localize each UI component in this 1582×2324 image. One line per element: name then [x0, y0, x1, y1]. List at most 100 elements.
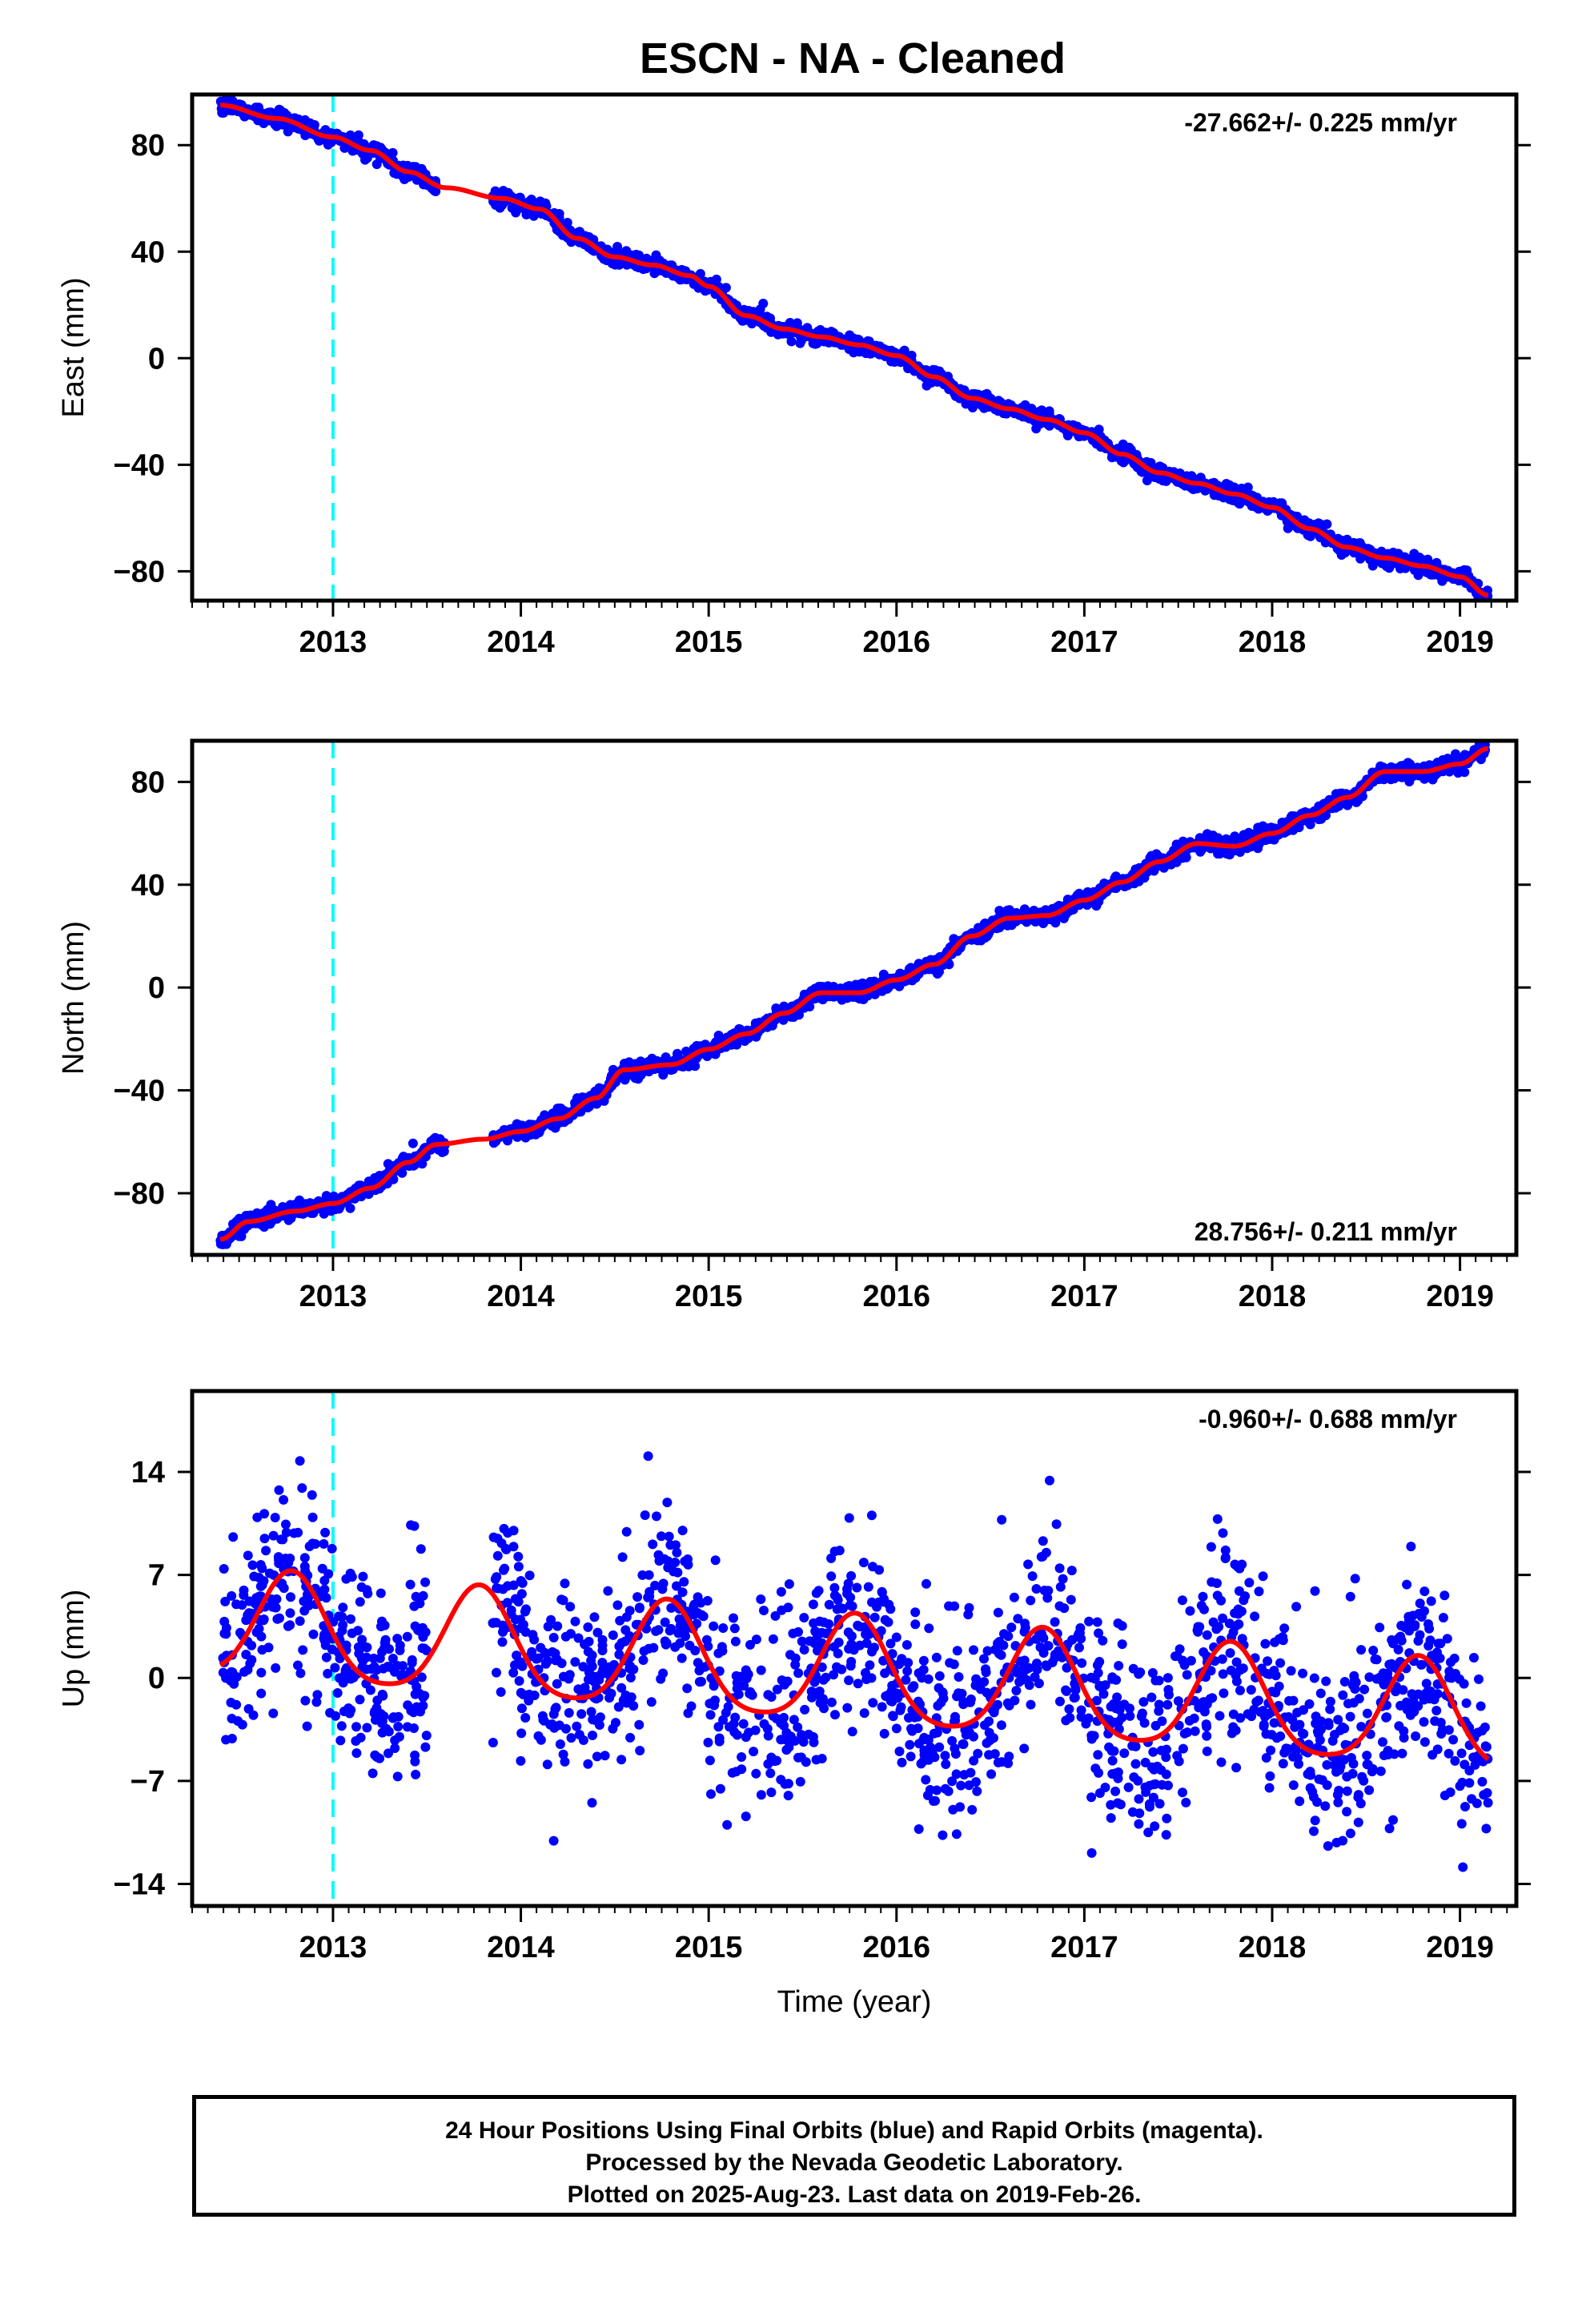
east-y-axis-label: East (mm) — [57, 277, 90, 417]
data-point — [964, 1780, 974, 1791]
data-point — [1050, 918, 1061, 928]
data-point — [1218, 1613, 1228, 1623]
data-point — [640, 1510, 650, 1520]
data-point — [1469, 1653, 1479, 1663]
data-point — [357, 1634, 367, 1645]
x-tick-label: 2015 — [675, 1280, 743, 1313]
data-point — [338, 1678, 348, 1688]
data-point — [1220, 1545, 1231, 1555]
data-point — [1062, 430, 1073, 440]
data-point — [1084, 1616, 1094, 1626]
data-point — [1124, 442, 1134, 452]
data-point — [1362, 1708, 1372, 1719]
data-point — [375, 1588, 386, 1598]
data-point — [681, 1046, 691, 1056]
data-point — [784, 1579, 794, 1589]
data-point — [713, 1031, 724, 1040]
x-tick-label: 2016 — [863, 1280, 931, 1313]
y-tick-label: 80 — [131, 766, 165, 799]
data-point — [1451, 749, 1460, 759]
data-point — [729, 1623, 740, 1634]
data-point — [781, 1745, 792, 1755]
up-panel: 2013 2014 2015 2016 2017 2018 2019−14−70714Up … — [57, 1389, 1531, 1964]
charts-canvas: 2013 2014 2015 2016 2017 2018 2019−80−4004080E… — [57, 92, 1531, 2019]
data-point — [239, 1590, 249, 1600]
data-point — [737, 1752, 747, 1762]
data-point — [895, 1705, 905, 1715]
y-tick-label: 80 — [131, 129, 165, 163]
x-tick-label: 2018 — [1239, 625, 1307, 659]
x-tick-label: 2019 — [1426, 625, 1494, 659]
data-point — [869, 976, 879, 987]
data-point — [906, 350, 917, 360]
up-data-points — [218, 1451, 1493, 1872]
data-point — [722, 1819, 733, 1830]
data-point — [1345, 1828, 1355, 1839]
data-point — [508, 1542, 519, 1552]
x-tick-label: 2013 — [299, 625, 367, 659]
data-point — [1384, 1823, 1395, 1834]
data-point — [891, 1723, 901, 1734]
data-point — [869, 1612, 880, 1622]
y-tick-label: 40 — [131, 235, 165, 269]
data-point — [763, 1731, 773, 1741]
data-point — [573, 1633, 584, 1643]
data-point — [622, 259, 632, 270]
data-point — [1106, 1813, 1116, 1823]
data-point — [353, 130, 363, 140]
data-point — [566, 1733, 576, 1743]
data-point — [309, 120, 319, 130]
data-point — [330, 1663, 340, 1673]
data-point — [345, 1203, 355, 1213]
data-point — [1321, 1676, 1331, 1687]
data-point — [1114, 1661, 1124, 1671]
data-point — [1405, 761, 1415, 771]
data-point — [1143, 1827, 1154, 1838]
data-point — [994, 906, 1005, 916]
data-point — [1218, 1669, 1228, 1679]
data-point — [658, 1668, 669, 1679]
data-point — [617, 1552, 628, 1562]
data-point — [967, 403, 978, 412]
data-point — [1077, 1658, 1087, 1668]
data-point — [847, 1727, 857, 1737]
data-point — [1231, 1763, 1242, 1773]
data-point — [974, 923, 983, 933]
data-point — [847, 1601, 857, 1611]
data-point — [583, 1759, 593, 1769]
data-point — [660, 1617, 670, 1627]
x-tick-label: 2017 — [1050, 625, 1118, 659]
data-point — [1023, 1559, 1034, 1570]
data-point — [951, 1829, 962, 1839]
data-point — [1185, 1606, 1195, 1616]
data-point — [388, 1174, 399, 1184]
data-point — [367, 1768, 378, 1779]
data-point — [586, 1707, 596, 1717]
data-point — [866, 1510, 877, 1521]
data-point — [829, 1582, 840, 1593]
x-tick-label: 2014 — [487, 1280, 555, 1313]
data-point — [1320, 1801, 1331, 1811]
data-point — [597, 1658, 608, 1668]
data-point — [1181, 852, 1191, 862]
data-point — [677, 1526, 688, 1536]
data-point — [1323, 1841, 1333, 1852]
data-point — [1230, 494, 1240, 505]
data-point — [418, 1590, 428, 1601]
y-tick-label: 0 — [148, 342, 165, 376]
data-point — [1244, 1578, 1255, 1588]
data-point — [652, 1511, 661, 1522]
data-point — [1364, 1785, 1375, 1795]
data-point — [1483, 1798, 1493, 1808]
data-point — [1037, 405, 1047, 416]
data-point — [1026, 1699, 1036, 1710]
data-point — [218, 1239, 228, 1249]
data-point — [528, 208, 538, 219]
data-point — [1107, 1755, 1118, 1766]
data-point — [1177, 1595, 1187, 1606]
data-point — [1055, 1582, 1066, 1592]
data-point — [511, 207, 521, 218]
data-point — [765, 1768, 776, 1779]
data-point — [1345, 1591, 1355, 1602]
data-point — [346, 1614, 355, 1624]
